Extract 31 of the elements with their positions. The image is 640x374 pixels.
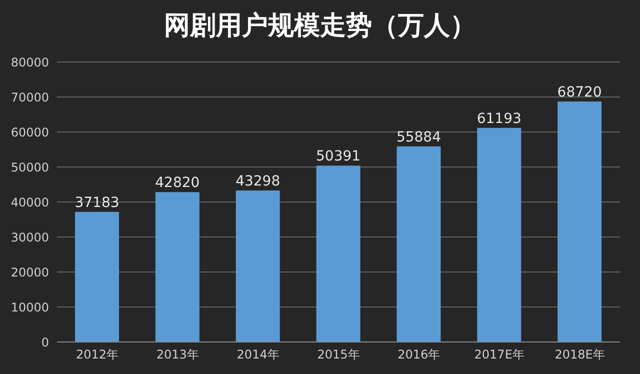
data-label: 37183 (74, 194, 120, 211)
data-label: 50391 (316, 148, 361, 165)
x-tick-label: 2012年 (76, 348, 118, 362)
y-tick-label: 60000 (10, 125, 49, 140)
y-tick-label: 0 (41, 335, 49, 350)
chart-title: 网剧用户规模走势（万人） (163, 10, 477, 43)
y-tick-label: 80000 (10, 55, 49, 70)
y-tick-label: 10000 (10, 300, 49, 314)
bar (236, 190, 280, 342)
x-tick-label: 2013年 (156, 348, 199, 362)
x-tick-label: 2014年 (236, 348, 280, 362)
data-label: 55884 (396, 129, 442, 146)
bar (396, 146, 441, 342)
y-tick-label: 50000 (10, 160, 49, 174)
bar (155, 192, 200, 342)
bar (477, 128, 522, 342)
x-tick-label: 2018E年 (554, 348, 605, 362)
x-tick-label: 2016年 (398, 348, 440, 362)
y-tick-label: 20000 (10, 265, 49, 280)
y-tick-label: 30000 (10, 230, 49, 244)
y-tick-label: 40000 (10, 195, 49, 210)
bar (316, 166, 360, 342)
x-tick-label: 2017E年 (474, 348, 524, 362)
y-tick-label: 70000 (10, 90, 49, 104)
data-label: 68720 (557, 84, 602, 100)
data-label: 42820 (155, 175, 200, 192)
x-tick-label: 2015年 (317, 348, 360, 362)
bar (558, 101, 602, 342)
bar (75, 212, 119, 342)
data-label: 43298 (236, 173, 280, 190)
data-label: 61193 (476, 110, 522, 127)
